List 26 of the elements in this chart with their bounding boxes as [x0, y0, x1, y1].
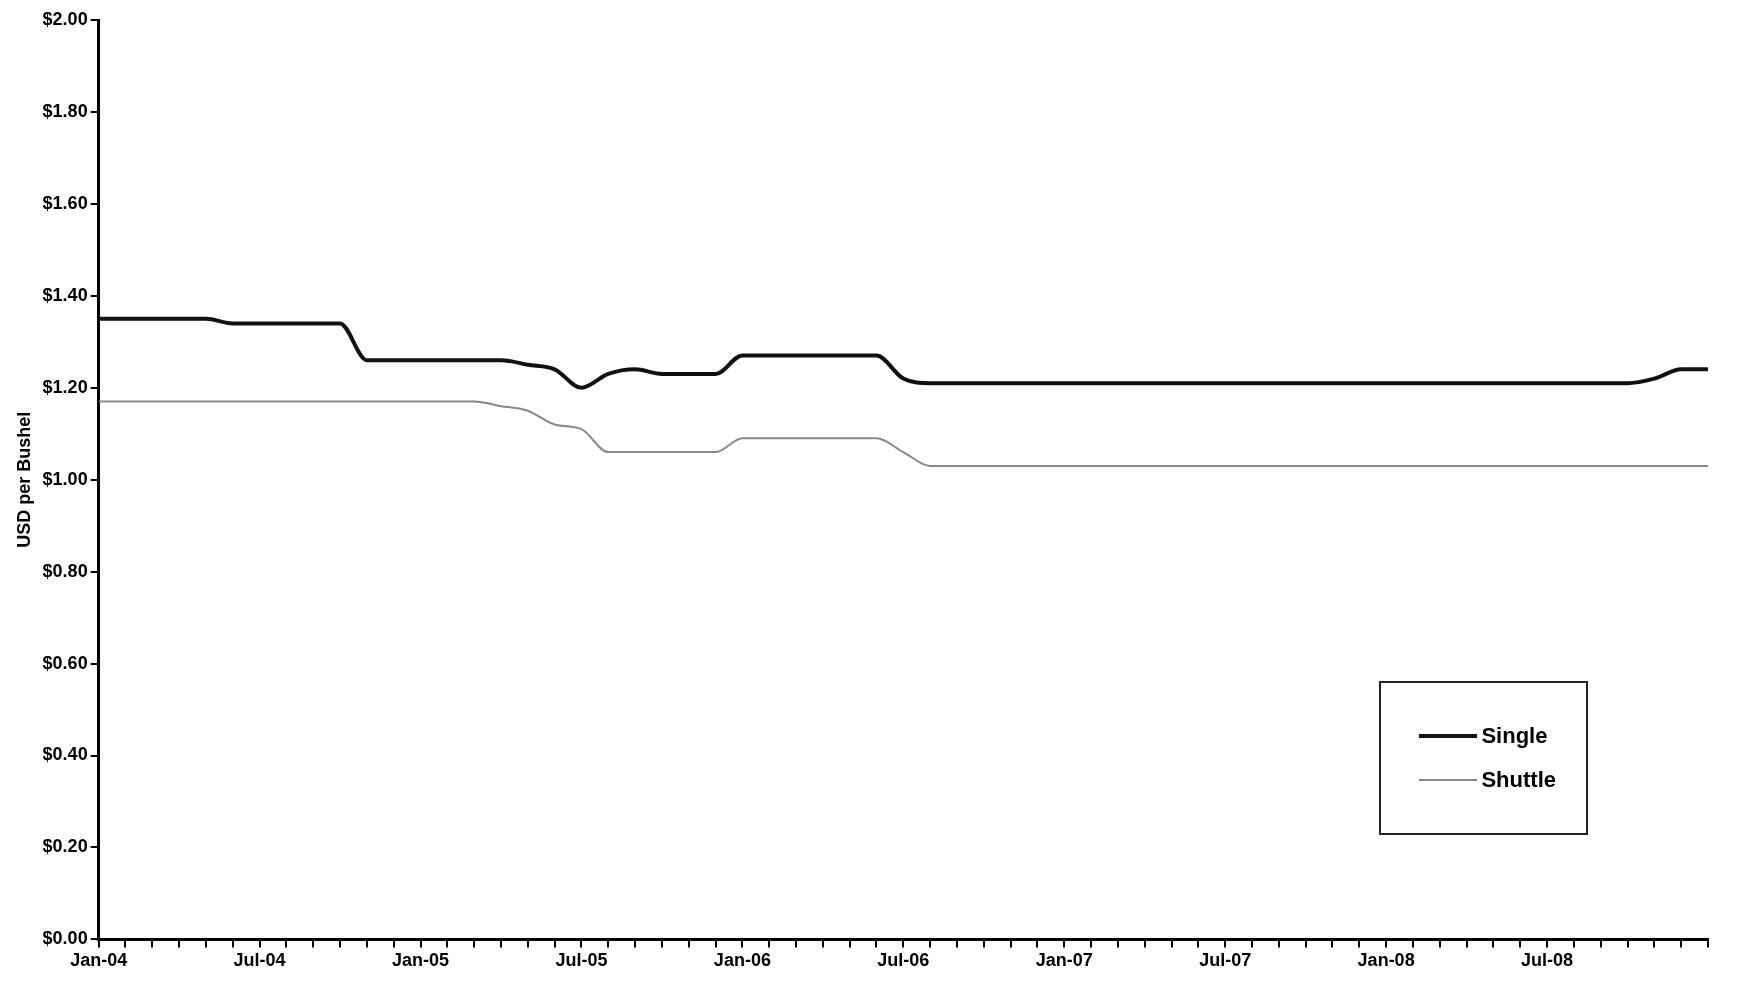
- legend-label: Shuttle: [1481, 767, 1556, 793]
- x-tick-label: Jan-04: [70, 950, 128, 971]
- line-series: [98, 400, 1708, 467]
- x-tick-label: Jan-06: [713, 950, 771, 971]
- line-series: [98, 316, 1708, 390]
- x-tick-label: Jan-07: [1035, 950, 1093, 971]
- x-tick-label: Jan-08: [1357, 950, 1415, 971]
- x-tick-label: Jan-05: [391, 950, 450, 971]
- y-tick-label: $1.40: [42, 284, 88, 305]
- y-tick-label: $2.00: [42, 8, 88, 29]
- y-tick-label: $0.80: [42, 560, 88, 581]
- y-tick-label: $1.80: [42, 100, 88, 121]
- x-tick-label: Jul-06: [877, 950, 930, 971]
- y-tick-label: $1.60: [42, 192, 88, 213]
- x-tick-label: Jul-08: [1521, 950, 1574, 971]
- legend-label: Single: [1481, 723, 1548, 749]
- y-axis-title: USD per Bushel: [13, 411, 34, 548]
- y-tick-label: $1.20: [42, 376, 88, 397]
- x-tick-label: Jul-04: [233, 950, 286, 971]
- x-tick-label: Jul-07: [1199, 950, 1252, 971]
- y-tick-label: $1.00: [42, 468, 88, 489]
- y-tick-label: $0.00: [42, 928, 88, 949]
- y-tick-label: $0.60: [42, 652, 88, 673]
- y-tick-label: $0.40: [42, 744, 88, 765]
- x-tick-label: Jul-05: [555, 950, 608, 971]
- y-tick-label: $0.20: [42, 836, 88, 857]
